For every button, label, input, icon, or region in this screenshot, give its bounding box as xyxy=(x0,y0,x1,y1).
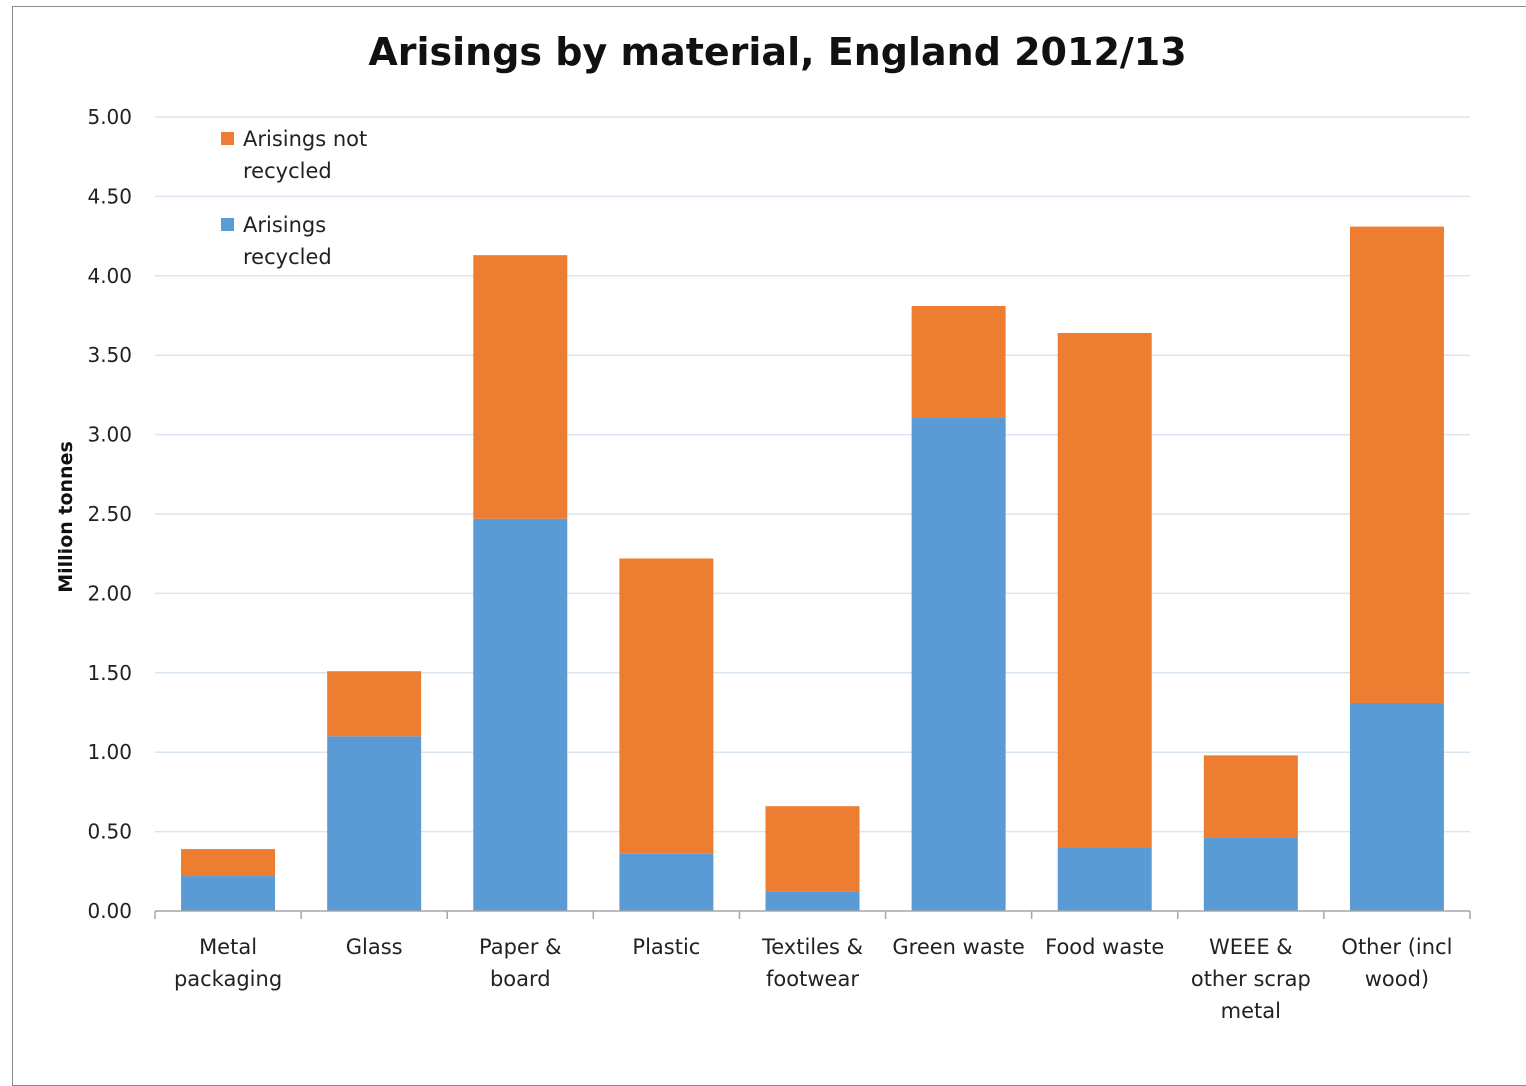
legend-swatch xyxy=(221,218,234,231)
legend-label: recycled xyxy=(243,245,332,269)
bar-segment xyxy=(619,558,714,854)
y-tick-label: 3.00 xyxy=(87,423,132,447)
y-tick-label: 1.00 xyxy=(87,740,132,764)
x-tick-label: Food waste xyxy=(1045,935,1164,959)
legend-label: Arisings xyxy=(243,213,326,237)
y-tick-label: 0.50 xyxy=(87,820,132,844)
y-tick-label: 2.50 xyxy=(87,502,132,526)
bar-segment xyxy=(327,671,422,737)
bar-segment xyxy=(1203,837,1298,911)
x-tick-label: Green waste xyxy=(892,935,1024,959)
bar-segment xyxy=(1203,755,1298,838)
x-tick-label: other scrap xyxy=(1191,967,1311,991)
y-tick-label: 2.00 xyxy=(87,581,132,605)
y-tick-label: 3.50 xyxy=(87,343,132,367)
x-tick-label: Plastic xyxy=(632,935,700,959)
x-tick-label: footwear xyxy=(766,967,859,991)
x-tick-label: Paper & xyxy=(479,935,562,959)
legend-label: recycled xyxy=(243,159,332,183)
bar-segment xyxy=(473,518,568,911)
x-tick-label: Glass xyxy=(346,935,403,959)
y-tick-label: 1.50 xyxy=(87,661,132,685)
bar-segment xyxy=(181,876,276,911)
x-tick-label: Textiles & xyxy=(761,935,863,959)
y-tick-label: 5.00 xyxy=(87,105,132,129)
y-tick-label: 4.00 xyxy=(87,264,132,288)
bar-segment xyxy=(1057,332,1152,848)
bar-segment xyxy=(911,417,1006,911)
bar-segment xyxy=(1349,702,1444,911)
bar-segment xyxy=(911,305,1006,418)
bar-segment xyxy=(473,255,568,519)
bar-segment xyxy=(619,853,714,911)
bar-segment xyxy=(1057,847,1152,911)
bar-segment xyxy=(1349,226,1444,703)
y-tick-label: 4.50 xyxy=(87,184,132,208)
bar-segment xyxy=(181,849,276,877)
x-tick-label: packaging xyxy=(174,967,282,991)
bar-segment xyxy=(327,736,422,911)
bar-segment xyxy=(765,806,860,892)
legend-swatch xyxy=(221,132,234,145)
y-axis-label: Million tonnes xyxy=(55,441,77,593)
bar-segment xyxy=(765,891,860,911)
x-tick-label: board xyxy=(490,967,551,991)
x-tick-label: Other (incl xyxy=(1341,935,1452,959)
chart-title: Arisings by material, England 2012/13 xyxy=(368,30,1187,74)
y-tick-label: 0.00 xyxy=(87,899,132,923)
x-tick-label: Metal xyxy=(199,935,257,959)
x-tick-label: WEEE & xyxy=(1209,935,1293,959)
legend-label: Arisings not xyxy=(243,127,367,151)
x-tick-label: metal xyxy=(1221,999,1281,1023)
x-tick-label: wood) xyxy=(1365,967,1429,991)
